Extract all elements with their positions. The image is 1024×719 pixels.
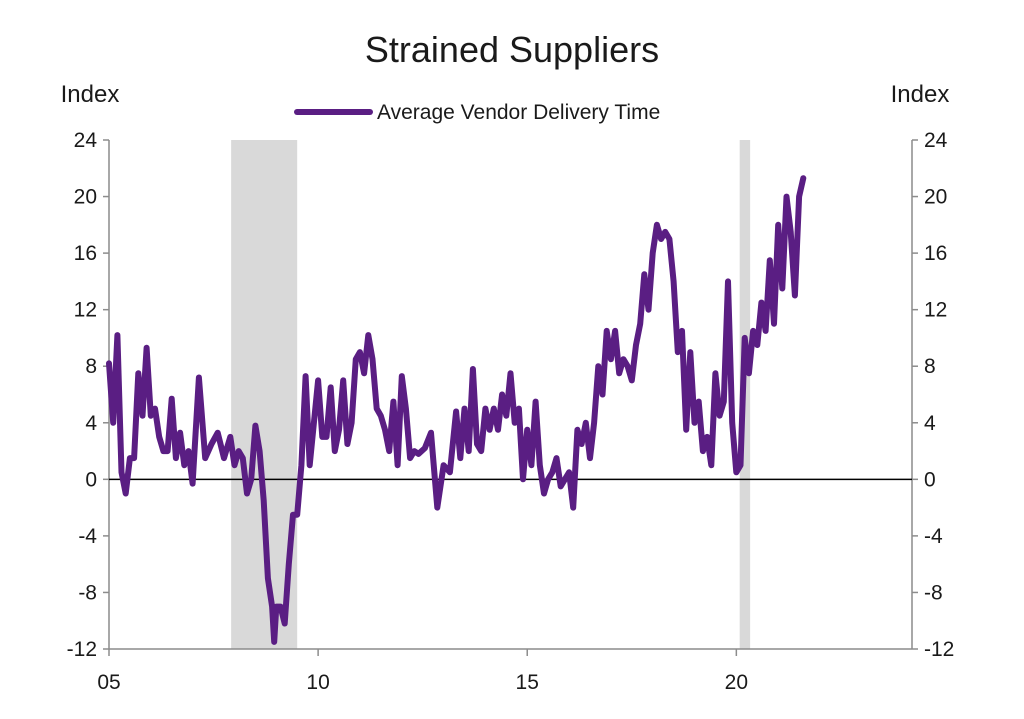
- y-tick-label-right: 0: [924, 468, 936, 491]
- y-tick-label-right: 20: [924, 186, 947, 209]
- y-tick-label-left: 20: [74, 186, 97, 209]
- x-tick-label: 20: [725, 671, 748, 694]
- legend: Average Vendor Delivery Time: [294, 101, 660, 124]
- y-tick-label-left: -8: [78, 581, 97, 604]
- y-tick-label-left: -4: [78, 525, 97, 548]
- y-tick-label-right: 4: [924, 412, 936, 435]
- y-tick-label-left: 8: [85, 355, 97, 378]
- y-tick-label-right: -4: [924, 525, 943, 548]
- series-layer: [106, 175, 807, 645]
- series-line-0: [106, 175, 807, 645]
- y-tick-label-right: 24: [924, 129, 948, 152]
- y-tick-label-right: -12: [924, 638, 954, 661]
- y-axis-title-right: Index: [891, 81, 950, 108]
- y-tick-label-right: 16: [924, 242, 947, 265]
- y-tick-label-right: 8: [924, 355, 936, 378]
- y-axis-title-left: Index: [61, 81, 120, 108]
- y-tick-label-left: 0: [85, 468, 97, 491]
- legend-label: Average Vendor Delivery Time: [377, 101, 660, 124]
- chart-title: Strained Suppliers: [365, 29, 659, 70]
- y-tick-label-left: 24: [74, 129, 98, 152]
- y-tick-label-left: 16: [74, 242, 97, 265]
- axes: -12 -12 -8 -8 -4 -4 0 0 4 4 8 8 12 12 16 16 20 20 24 24 05 10…: [67, 129, 955, 694]
- y-tick-label-right: 12: [924, 299, 947, 322]
- x-tick-label: 15: [516, 671, 539, 694]
- x-tick-label: 10: [306, 671, 329, 694]
- y-tick-label-left: 12: [74, 299, 97, 322]
- y-tick-label-right: -8: [924, 581, 943, 604]
- x-tick-label: 05: [97, 671, 120, 694]
- y-tick-label-left: -12: [67, 638, 97, 661]
- y-tick-label-left: 4: [85, 412, 97, 435]
